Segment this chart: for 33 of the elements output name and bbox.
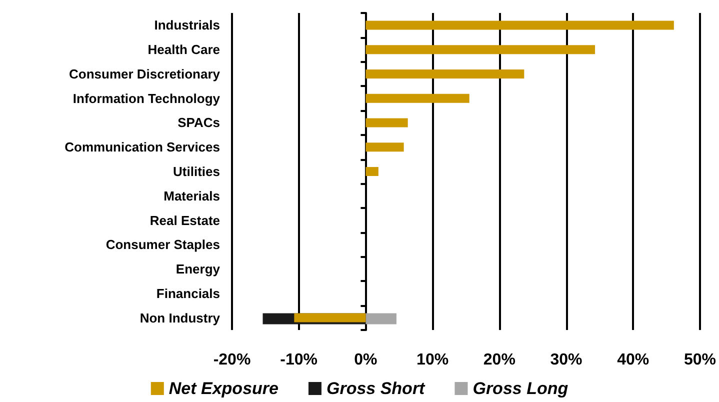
bar [366,142,404,152]
x-tick-label: 40% [617,352,650,368]
bar [366,69,524,78]
x-tick-label: 0% [354,352,378,368]
y-tick-label: Real Estate [150,212,220,228]
y-tick-label: Information Technology [72,90,221,106]
x-tick-label: -10% [280,352,318,368]
bar [366,94,470,103]
y-tick-label: Consumer Discretionary [69,66,221,82]
y-tick-label: Communication Services [64,140,220,155]
bar [366,118,408,128]
x-tick-label: 50% [684,352,716,368]
y-tick-label: Health Care [148,42,220,58]
y-tick-label: Non Industry [140,310,221,326]
x-tick-label: -20% [213,352,251,368]
x-tick-label: 30% [550,352,582,368]
legend-label: Gross Long [472,379,569,398]
bar [366,313,396,324]
y-tick-label: Industrials [154,18,220,33]
x-tick-label: 20% [483,352,516,368]
bar [366,45,596,54]
y-tick-label: Utilities [173,164,220,179]
legend-label: Net Exposure [168,379,278,398]
y-tick-label: Energy [176,262,221,277]
x-tick-label: 10% [416,352,449,368]
y-tick-label: Materials [164,188,220,204]
bar [294,313,366,322]
legend-label: Gross Short [326,379,426,398]
y-tick-label: Financials [156,286,220,301]
bar [366,20,674,30]
bar [366,167,378,176]
y-tick-label: SPACs [178,115,220,130]
y-tick-label: Consumer Staples [106,237,220,252]
